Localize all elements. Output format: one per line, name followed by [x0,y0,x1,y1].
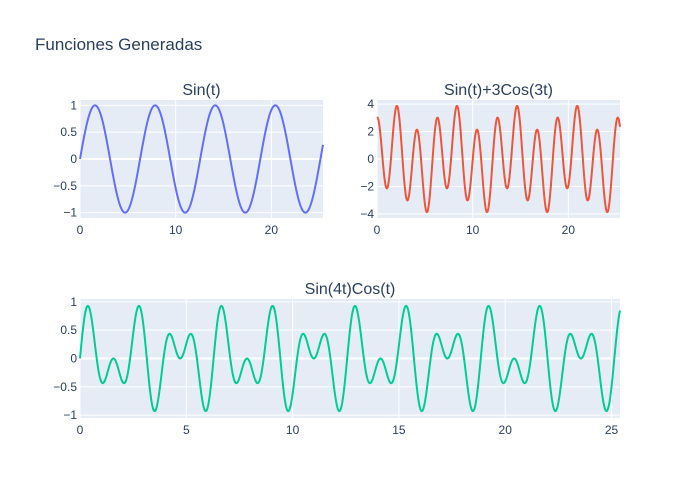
y-tick-label: −4 [360,207,374,221]
y-tick-label: 1 [70,295,77,309]
x-tick-label: 10 [466,223,480,237]
series-line [79,104,324,214]
series-line [79,304,621,413]
y-tick-label: 0.5 [60,125,77,139]
subplot-title: Sin(4t)Cos(t) [305,281,396,298]
x-tick-label: 20 [265,223,279,237]
subplot-title: Sin(t)+3Cos(3t) [444,82,553,99]
x-tick-label: 10 [286,423,300,437]
y-tick-label: 4 [367,97,374,111]
x-tick-label: 10 [169,223,183,237]
y-tick-label: 0 [70,152,77,166]
series-line [376,104,621,214]
y-tick-label: 2 [367,125,374,139]
y-tick-label: 0.5 [60,323,77,337]
y-tick-label: −1 [63,206,77,220]
subplot-3: 0 5 10 15 20 25 1 0.5 0 −0.5 −1 Sin(4t)Cos(t) [53,281,621,437]
x-tick-label: 5 [183,423,190,437]
x-tick-label: 0 [77,423,84,437]
subplot-title: Sin(t) [182,82,220,99]
y-tick-label: −1 [63,408,77,422]
subplot-1: 0 10 20 1 0.5 0 −0.5 −1 Sin(t) [53,82,324,237]
y-tick-label: 0 [70,352,77,366]
y-tick-label: −0.5 [53,179,77,193]
x-tick-label: 15 [392,423,406,437]
y-tick-label: −0.5 [53,380,77,394]
x-tick-label: 25 [605,423,619,437]
x-tick-label: 0 [77,223,84,237]
y-tick-label: 0 [367,152,374,166]
figure-title: Funciones Generadas [35,35,202,54]
y-tick-label: −2 [360,179,374,193]
x-tick-label: 0 [374,223,381,237]
y-tick-label: 1 [70,98,77,112]
x-tick-label: 20 [499,423,513,437]
x-tick-label: 20 [562,223,576,237]
